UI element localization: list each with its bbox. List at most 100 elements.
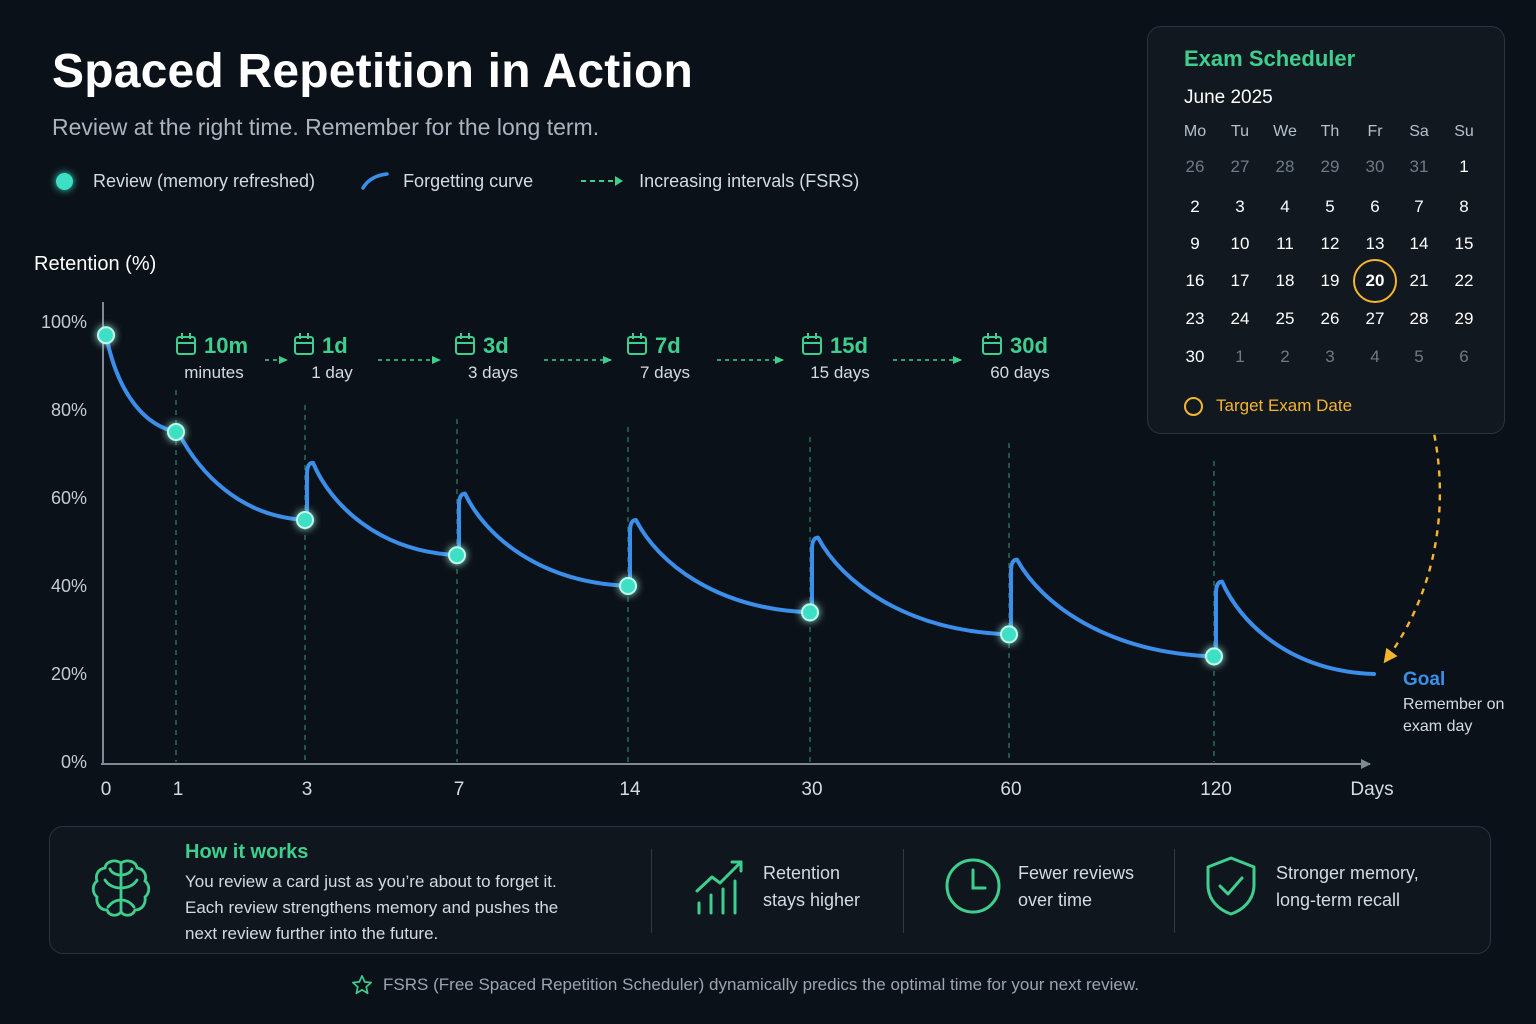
interval-label: 7 days <box>640 363 690 382</box>
calendar-day[interactable]: 17 <box>1230 271 1250 290</box>
calendar-day[interactable]: 3 <box>1325 347 1335 366</box>
calendar-icon <box>627 333 647 355</box>
how-line-3: next review further into the future. <box>185 924 439 943</box>
review-point <box>619 577 637 595</box>
divider <box>651 849 652 933</box>
calendar-day[interactable]: 27 <box>1230 157 1250 176</box>
dashed-arrow-icon <box>581 176 624 186</box>
calendar-day[interactable]: 21 <box>1409 271 1429 290</box>
x-tick-label: 14 <box>619 779 641 800</box>
calendar-day[interactable]: 11 <box>1276 234 1294 253</box>
goal-line-1: Remember on <box>1403 696 1504 713</box>
calendar-day[interactable]: 3 <box>1235 197 1245 216</box>
calendar-day[interactable]: 6 <box>1459 347 1469 366</box>
x-tick-label: 3 <box>302 779 313 800</box>
footer-note: FSRS (Free Spaced Repetition Scheduler) … <box>0 974 1490 996</box>
target-date-ring <box>1353 259 1397 303</box>
calendar-day[interactable]: 1 <box>1235 347 1245 366</box>
calendar-day[interactable]: 18 <box>1275 271 1295 290</box>
y-tick-label: 20% <box>51 664 87 684</box>
how-it-works-panel: How it works You review a card just as y… <box>49 826 1491 954</box>
calendar-day[interactable]: 26 <box>1320 309 1340 328</box>
scheduler-title: Exam Scheduler <box>1184 46 1356 71</box>
weekday-label: We <box>1273 123 1297 140</box>
retention-chart: 0%20%40%60%80%100%0 1 3 7 14 30 60 120 Days10mmi… <box>41 302 1504 800</box>
star-icon <box>352 975 373 995</box>
x-axis-title: Days <box>1350 779 1393 800</box>
divider <box>903 849 904 933</box>
feature-retention-line-2: stays higher <box>763 890 861 910</box>
review-point <box>167 423 185 441</box>
calendar-day[interactable]: 10 <box>1230 234 1250 253</box>
shield-check-icon <box>1206 856 1256 916</box>
page-title: Spaced Repetition in Action <box>52 45 694 98</box>
page-subtitle: Review at the right time. Remember for t… <box>52 114 600 140</box>
calendar-day[interactable]: 2 <box>1280 347 1290 366</box>
calendar-day[interactable]: 8 <box>1459 197 1469 216</box>
y-tick-label: 60% <box>51 488 87 508</box>
y-tick-label: 80% <box>51 400 87 420</box>
exam-scheduler-panel: Exam Scheduler June 2025 Mo Tu We Th Fr Sa Su 2… <box>1147 26 1505 434</box>
footer-text: FSRS (Free Spaced Repetition Scheduler) … <box>383 975 1139 994</box>
legend-review: Review (memory refreshed) <box>56 171 315 192</box>
calendar-day[interactable]: 29 <box>1320 157 1340 176</box>
review-dot-icon <box>56 172 73 190</box>
how-line-2: Each review strengthens memory and pushe… <box>185 898 559 917</box>
weekday-label: Th <box>1320 123 1340 140</box>
calendar-day[interactable]: 7 <box>1414 197 1424 216</box>
weekday-label: Tu <box>1230 123 1250 140</box>
calendar-day[interactable]: 2 <box>1190 197 1200 216</box>
calendar-day[interactable]: 30 <box>1365 157 1385 176</box>
calendar-day[interactable]: 13 <box>1365 234 1385 253</box>
calendar-day[interactable]: 14 <box>1409 234 1429 253</box>
divider <box>1174 849 1175 933</box>
calendar-day[interactable]: 31 <box>1409 157 1429 176</box>
calendar-day[interactable]: 5 <box>1414 347 1424 366</box>
calendar-day-target[interactable]: 20 <box>1365 271 1385 290</box>
forgetting-curve-line <box>104 333 1376 676</box>
calendar-day[interactable]: 4 <box>1280 197 1290 216</box>
calendar-day[interactable]: 29 <box>1454 309 1474 328</box>
feature-retention-line-1: Retention <box>763 863 841 883</box>
calendar-day[interactable]: 22 <box>1454 271 1474 290</box>
x-tick-label: 120 <box>1200 779 1232 800</box>
calendar-day[interactable]: 28 <box>1409 309 1429 328</box>
x-tick-label: 0 <box>101 779 112 800</box>
x-tick-label: 30 <box>801 779 822 800</box>
calendar-day[interactable]: 27 <box>1365 309 1385 328</box>
review-point <box>448 546 466 565</box>
feature-stronger-line-1: Stronger memory, <box>1276 863 1419 883</box>
calendar-day[interactable]: 9 <box>1190 234 1200 253</box>
calendar-day[interactable]: 12 <box>1320 234 1340 253</box>
legend-intervals-label: Increasing intervals (FSRS) <box>639 170 860 191</box>
y-tick-label: 0% <box>61 752 87 772</box>
calendar-day[interactable]: 23 <box>1185 309 1205 328</box>
calendar-day[interactable]: 4 <box>1370 347 1380 366</box>
legend-curve-label: Forgetting curve <box>403 170 534 191</box>
calendar-month: June 2025 <box>1184 87 1273 108</box>
calendar-day[interactable]: 25 <box>1275 309 1295 328</box>
calendar-day[interactable]: 1 <box>1459 157 1469 176</box>
calendar-day[interactable]: 6 <box>1370 197 1380 216</box>
goal-title: Goal <box>1403 669 1445 690</box>
interval-label: 3 days <box>468 363 518 382</box>
calendar-icon <box>176 333 196 355</box>
y-tick-label: 40% <box>51 576 87 596</box>
calendar-day[interactable]: 5 <box>1325 197 1335 216</box>
calendar-day[interactable]: 15 <box>1454 234 1474 253</box>
calendar-icon-body <box>802 336 822 355</box>
calendar-day[interactable]: 19 <box>1320 271 1340 290</box>
legend-review-label: Review (memory refreshed) <box>93 170 316 191</box>
calendar-day[interactable]: 26 <box>1185 157 1205 176</box>
interval-value: 1d <box>322 333 348 358</box>
interval-value: 15d <box>830 333 868 358</box>
calendar-day[interactable]: 16 <box>1185 271 1205 290</box>
calendar-icon <box>802 333 822 355</box>
review-point <box>801 603 819 622</box>
calendar-day[interactable]: 28 <box>1275 157 1295 176</box>
calendar-day[interactable]: 24 <box>1230 309 1250 328</box>
curve-icon <box>361 172 389 190</box>
calendar-day[interactable]: 30 <box>1185 347 1205 366</box>
feature-stronger-line-2: long-term recall <box>1276 890 1401 910</box>
interval-value: 7d <box>655 333 681 358</box>
